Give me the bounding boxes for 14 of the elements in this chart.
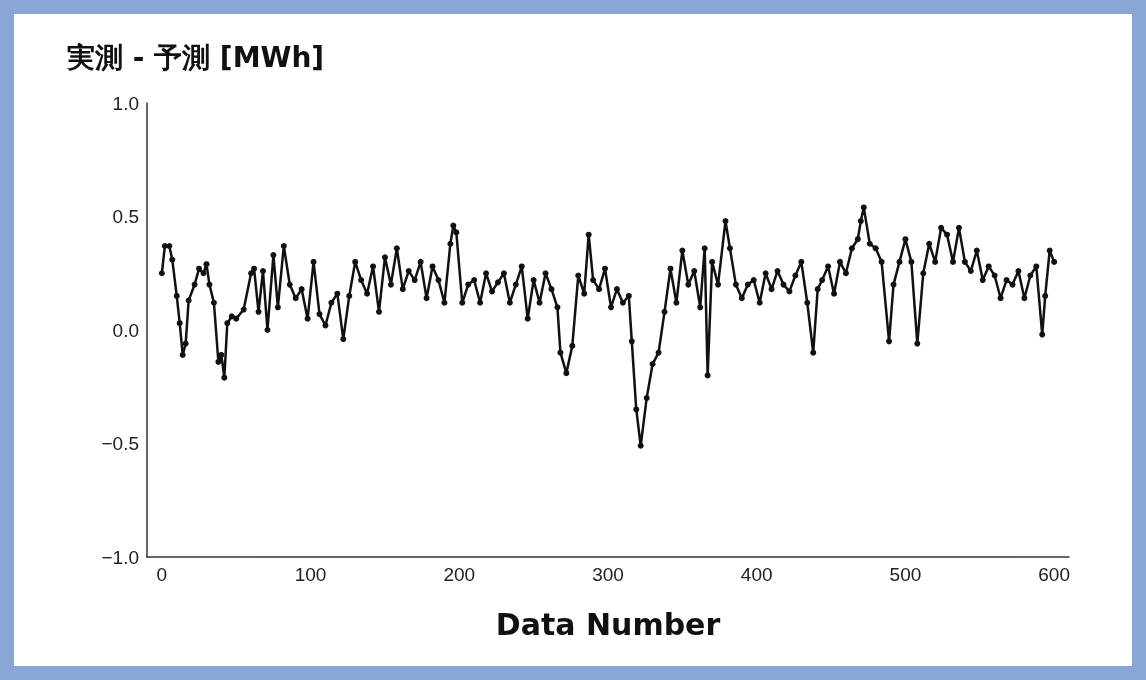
x-tick-label: 100	[294, 564, 327, 585]
y-tick-label: 0.0	[112, 319, 139, 341]
x-tick-label: 600	[1038, 564, 1070, 585]
y-tick-label: 1.0	[112, 92, 139, 114]
y-tick-label: −0.5	[101, 433, 139, 454]
y-tick-label: −1.0	[101, 546, 139, 568]
y-tick-label: 0.5	[112, 206, 139, 227]
x-tick-label: 300	[592, 564, 624, 585]
x-tick-label: 400	[740, 564, 773, 585]
x-axis-title: Data Number	[495, 606, 721, 642]
x-tick-label: 0	[156, 564, 168, 585]
x-tick-label: 200	[443, 564, 476, 585]
chart-title: 実測 - 予測 [MWh]	[66, 40, 325, 74]
x-tick-label: 500	[889, 564, 922, 585]
